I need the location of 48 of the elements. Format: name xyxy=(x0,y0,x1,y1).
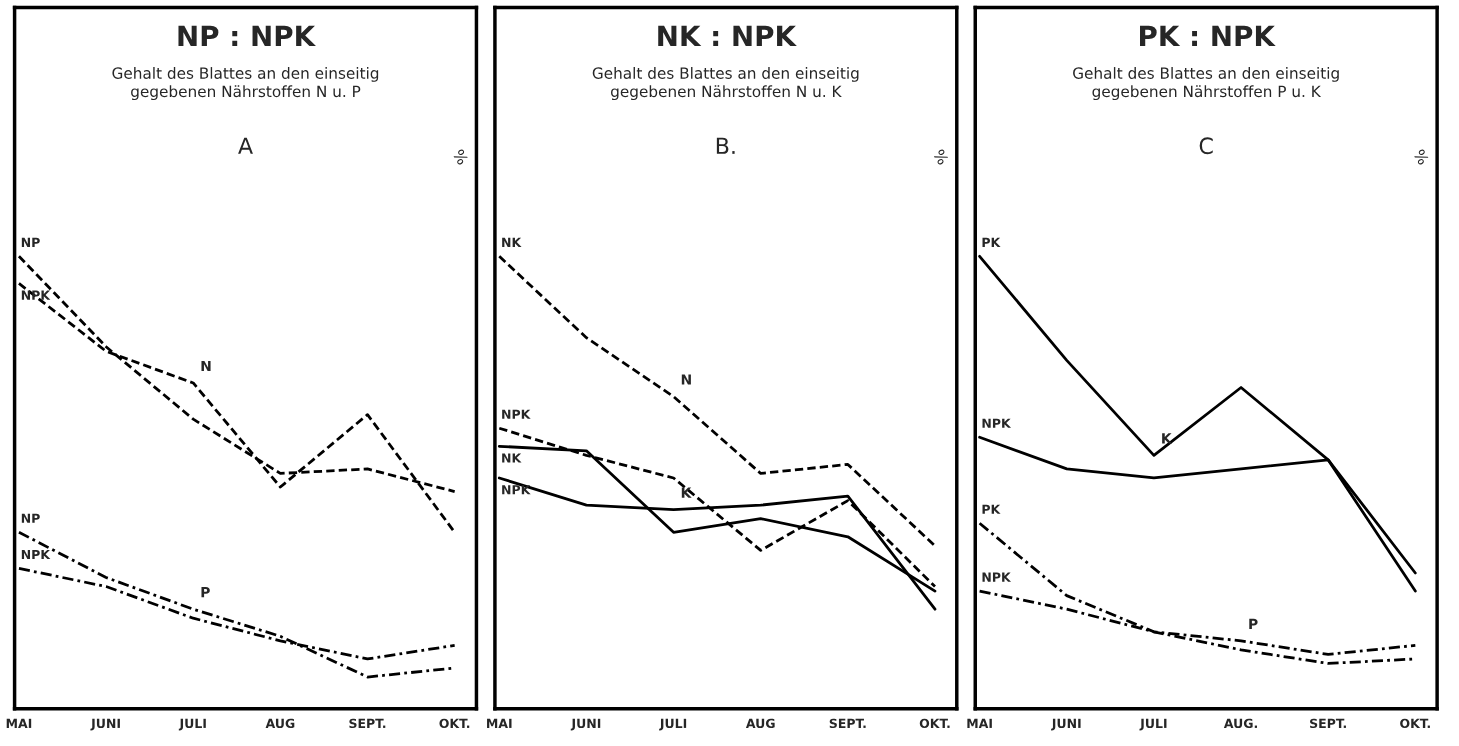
x-tick-label: JULI xyxy=(1139,718,1167,731)
x-tick-label: JUNI xyxy=(90,718,120,731)
x-tick-label: JUNI xyxy=(570,718,601,731)
x-tick-label: OKT. xyxy=(1400,718,1430,729)
y-axis-title: % xyxy=(452,148,469,166)
x-tick-label: MAI xyxy=(6,718,32,728)
series-label: NPK xyxy=(502,485,531,495)
series-label: NP xyxy=(21,513,40,523)
chart-subtitle: Gehalt des Blattes an den einseitig gegebenen Nährstoffen N u. K xyxy=(592,67,859,101)
x-tick-label: JULI xyxy=(178,718,206,731)
chart-subtitle: Gehalt des Blattes an den einseitig gegebenen Nährstoffen P u. K xyxy=(1073,67,1339,101)
chart-subtitle: Gehalt des Blattes an den einseitig gegebenen Nährstoffen N u. P xyxy=(112,67,379,101)
text: C xyxy=(1199,137,1213,155)
x-tick-label: SEPT. xyxy=(349,718,386,729)
chart-title: PK : NPK xyxy=(1140,25,1276,47)
series-label: NPK xyxy=(21,549,51,560)
x-tick-label: SEPT. xyxy=(829,718,866,729)
annotation: K xyxy=(1162,433,1173,444)
x-tick-label: SEPT. xyxy=(1310,718,1346,729)
y-axis-title: % xyxy=(932,148,950,166)
series-label: NPK xyxy=(21,290,51,300)
x-tick-label: OKT. xyxy=(439,718,470,729)
annotation: P xyxy=(201,587,210,598)
series-label: PK xyxy=(982,504,1001,514)
annotation: N xyxy=(681,374,691,385)
annotation: K xyxy=(681,487,692,498)
x-tick-label: JULI xyxy=(659,718,687,731)
x-tick-label: AUG xyxy=(265,718,295,729)
text: A xyxy=(238,137,253,154)
y-axis-title: % xyxy=(1413,148,1430,166)
series-label: NPK xyxy=(502,409,531,419)
x-tick-label: AUG. xyxy=(1223,718,1257,729)
series-label: NPK xyxy=(982,572,1012,582)
x-tick-label: AUG xyxy=(745,718,775,729)
chart-title: NK : NPK xyxy=(658,25,797,47)
series-label: PK xyxy=(982,237,1001,247)
chart-title: NP : NPK xyxy=(178,25,316,47)
x-tick-label: MAI xyxy=(967,718,992,728)
series-label: NK xyxy=(502,237,522,247)
series-label: NPK xyxy=(982,418,1012,428)
annotation: P xyxy=(1249,618,1258,629)
series-label: NK xyxy=(502,453,522,463)
x-tick-label: JUNI xyxy=(1051,718,1081,731)
x-tick-label: OKT. xyxy=(919,718,950,729)
x-tick-label: MAI xyxy=(487,718,512,728)
series-label: NP xyxy=(21,237,40,247)
text: B. xyxy=(716,137,735,154)
annotation: N xyxy=(201,360,211,372)
